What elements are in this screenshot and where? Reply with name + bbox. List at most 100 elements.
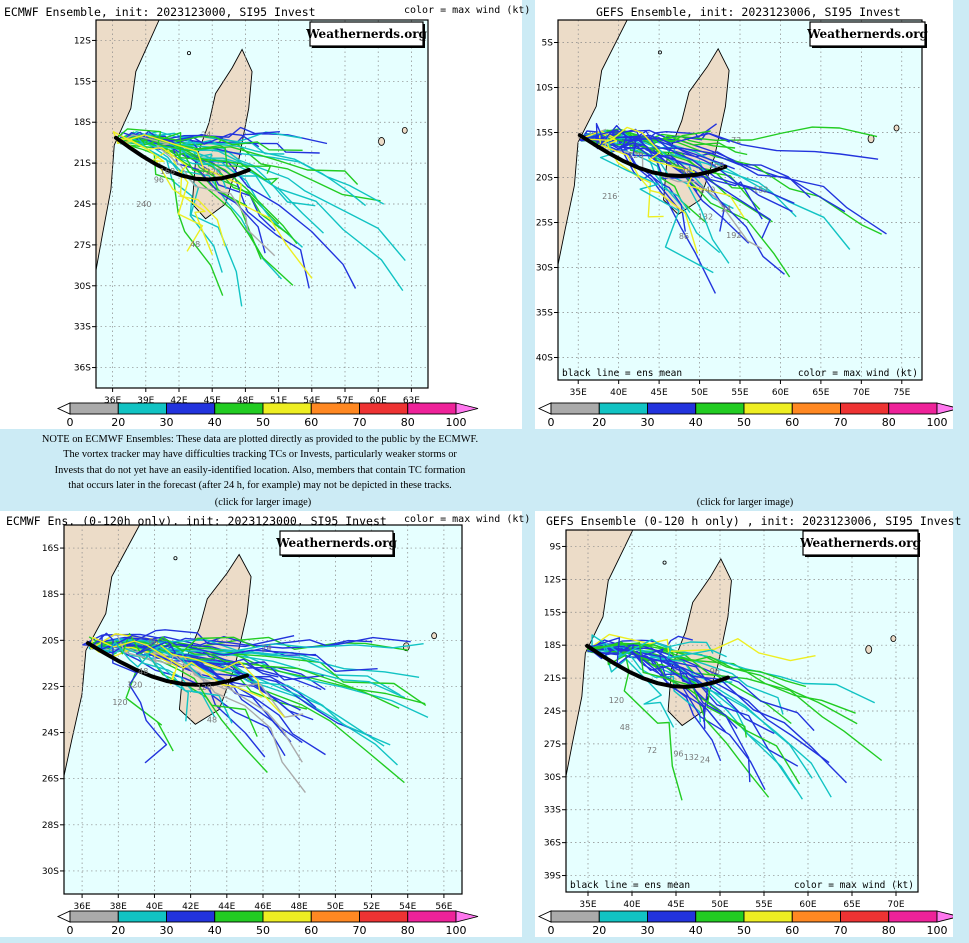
colorbar-segment	[69, 910, 119, 923]
click-for-larger-image-link[interactable]: (click for larger image)	[696, 497, 794, 508]
latitude-tick-label: 27S	[74, 241, 91, 251]
colorbar-left-arrow	[537, 402, 552, 415]
forecast-hour-label: 168	[160, 167, 175, 176]
watermark-box	[809, 21, 926, 47]
colorbar-segment	[310, 402, 360, 415]
colorbar-right-arrow	[455, 402, 479, 415]
color-legend-label: color = max wind (kt)	[798, 368, 918, 379]
colorbar-segment	[840, 402, 890, 415]
forecast-hour-label: 24	[700, 756, 710, 765]
watermark-box	[309, 21, 424, 47]
ensemble-member-track	[116, 138, 213, 255]
colorbar-tick-label: 60	[785, 416, 799, 429]
colorbar-tick-label: 100	[927, 416, 948, 429]
longitude-tick-label: 39E	[137, 396, 154, 406]
ensemble-mean-track	[577, 133, 728, 178]
longitude-tick-label: 48E	[237, 396, 254, 406]
track-map: 36E 38E 40E 42E 44E 46E 48E 50E 52E 54E 56E 16S 18S 2…	[42, 524, 479, 937]
forecast-hour-label: 24	[201, 130, 211, 139]
click-for-larger-image-link[interactable]: (click for larger image)	[214, 497, 312, 508]
ensemble-member-track	[584, 130, 714, 274]
longitude-tick-label: 56E	[435, 902, 452, 912]
colorbar-tick-label: 0	[548, 924, 555, 937]
ensemble-member-track	[92, 645, 391, 746]
forecast-hour-label: 48	[620, 723, 630, 732]
forecast-hour-label: 96	[154, 176, 164, 185]
longitude-tick-label: 42E	[170, 396, 187, 406]
colorbar-segment	[647, 402, 697, 415]
forecast-hour-label: 132	[698, 212, 713, 221]
latitude-tick-label: 21S	[544, 674, 561, 684]
longitude-tick-label: 36E	[74, 902, 91, 912]
longitude-tick-label: 60E	[370, 396, 387, 406]
watermark-text: Weathernerds.org	[275, 536, 397, 550]
forecast-hour-label: 72	[731, 136, 741, 145]
ensemble-member-track	[90, 636, 263, 698]
forecast-hour-label: 152	[753, 186, 768, 195]
ecmwf-0-120h-panel[interactable]: ECMWF Ens. (0-120h only), init: 20231230…	[0, 511, 530, 937]
forecast-hour-label: 96	[148, 638, 158, 647]
colorbar-segment	[743, 402, 793, 415]
colorbar-tick-label: 20	[592, 924, 606, 937]
colorbar-segment	[214, 402, 264, 415]
panel-title: GEFS Ensemble (0-120 h only) , init: 202…	[546, 514, 962, 528]
longitude-tick-label: 40E	[146, 902, 163, 912]
colorbar-tick-label: 30	[160, 416, 174, 429]
colorbar-tick-label: 70	[353, 924, 367, 937]
forecast-hour-label: 96	[673, 750, 683, 759]
latitude-tick-label: 28S	[42, 821, 59, 831]
gefs-0-120h-panel[interactable]: GEFS Ensemble (0-120 h only) , init: 202…	[535, 511, 961, 937]
note-line: NOTE on ECMWF Ensembles: These data are …	[41, 434, 479, 445]
track-map: 35E 40E 45E 50E 55E 60E 65E 70E 75E 5S 10S 15S 20S 25…	[536, 19, 953, 429]
reunion-island	[865, 645, 873, 654]
latitude-tick-label: 16S	[42, 544, 59, 554]
latitude-tick-label: 27S	[544, 740, 561, 750]
latitude-tick-label: 18S	[74, 118, 91, 128]
longitude-tick-label: 50E	[691, 388, 708, 398]
gefs-ensemble-panel[interactable]: GEFS Ensemble, init: 2023123006, SI95 In…	[535, 0, 953, 429]
colorbar-tick-label: 60	[304, 924, 318, 937]
ecmwf-ensemble-panel[interactable]: ECMWF Ensemble, init: 2023123000, SI95 I…	[0, 0, 530, 429]
colorbar-segment	[647, 910, 697, 923]
colorbar-tick-label: 100	[446, 416, 467, 429]
africa-landmass	[95, 19, 160, 271]
longitude-tick-label: 55E	[755, 900, 772, 910]
mauritius-island	[893, 124, 900, 132]
colorbar-tick-label: 30	[641, 416, 655, 429]
ensemble-member-track	[117, 140, 224, 296]
colorbar-right-arrow	[936, 402, 953, 415]
forecast-hour-label: 96	[710, 667, 720, 676]
colorbar-segment	[743, 910, 793, 923]
watermark-text: Weathernerds.org	[799, 536, 921, 550]
latitude-tick-label: 40S	[536, 354, 553, 364]
colorbar-left-arrow	[56, 910, 71, 923]
latitude-tick-label: 25S	[536, 219, 553, 229]
longitude-tick-label: 54E	[399, 902, 416, 912]
longitude-tick-label: 46E	[254, 902, 271, 912]
latitude-tick-label: 9S	[550, 542, 562, 552]
latitude-tick-label: 24S	[42, 729, 59, 739]
latitude-tick-label: 39S	[544, 872, 561, 882]
forecast-hour-label: 120	[628, 151, 643, 160]
colorbar-segment	[407, 910, 457, 923]
forecast-hour-label: 240	[136, 200, 151, 209]
colorbar-tick-label: 0	[67, 924, 74, 937]
longitude-tick-label: 52E	[363, 902, 380, 912]
colorbar-tick-label: 80	[882, 416, 896, 429]
forecast-hour-label: 72	[201, 168, 211, 177]
ensemble-member-track	[92, 632, 168, 764]
colorbar-tick-label: 70	[834, 416, 848, 429]
forecast-hour-label: 24	[262, 644, 272, 653]
longitude-tick-label: 45E	[667, 900, 684, 910]
ensemble-member-track	[591, 648, 739, 685]
ensemble-member-track	[91, 638, 400, 709]
panel-title: ECMWF Ensemble, init: 2023123000, SI95 I…	[4, 5, 316, 19]
forecast-hour-label: 48	[190, 240, 200, 249]
latitude-tick-label: 24S	[74, 200, 91, 210]
colorbar-tick-label: 30	[641, 924, 655, 937]
colorbar-tick-label: 60	[304, 416, 318, 429]
forecast-hour-label: 168	[709, 161, 724, 170]
ens-mean-legend-label: black line = ens mean	[570, 880, 690, 891]
longitude-tick-label: 57E	[336, 396, 353, 406]
latitude-tick-label: 12S	[74, 36, 91, 46]
